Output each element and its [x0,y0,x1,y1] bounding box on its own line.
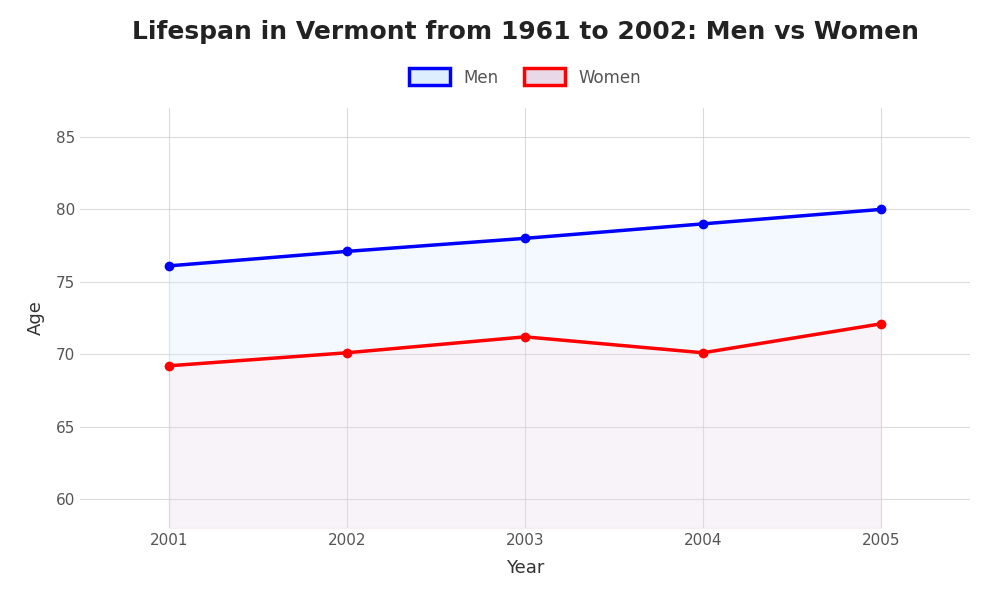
X-axis label: Year: Year [506,559,544,577]
Legend: Men, Women: Men, Women [402,62,648,93]
Y-axis label: Age: Age [27,301,45,335]
Title: Lifespan in Vermont from 1961 to 2002: Men vs Women: Lifespan in Vermont from 1961 to 2002: M… [132,20,918,44]
